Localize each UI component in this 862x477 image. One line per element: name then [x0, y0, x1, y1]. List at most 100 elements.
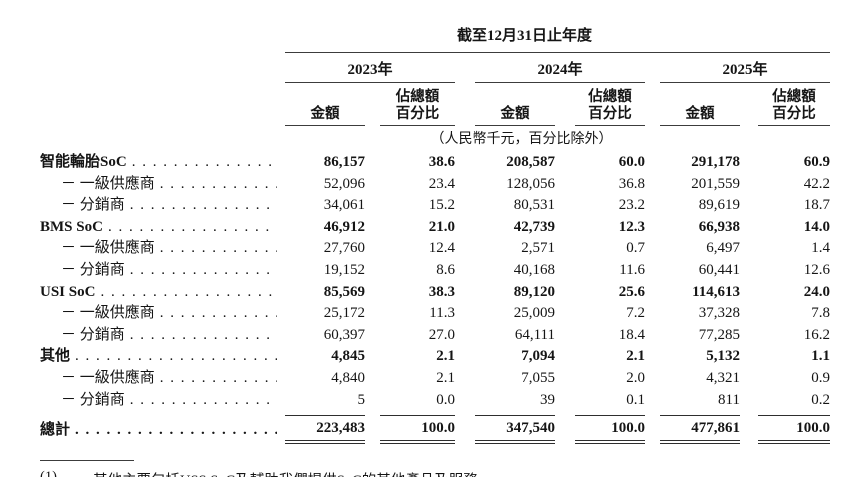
pct-cell-2025: 42.2: [803, 175, 830, 192]
amount-cell-2025: 114,613: [692, 283, 740, 300]
footnote: (1) 其他主要包括USS SoC及輔助我們提供SoC的其他產品及服務。: [40, 460, 862, 477]
pct-header-2025: 佔總額 百分比: [758, 85, 830, 126]
amount-cell-2024: 25,009: [513, 305, 555, 322]
row-label: － 分銷商: [61, 197, 125, 214]
period-title-row: 截至12月31日止年度: [40, 24, 830, 52]
pct-cell-2025: 16.2: [803, 326, 830, 343]
table-row: － 分銷商 5 0.0 39 0.1 811 0.2: [40, 390, 830, 412]
pct-cell-2025: 14.0: [803, 218, 830, 235]
leader-dots: [108, 217, 277, 239]
amount-cell-2023: 60,397: [323, 326, 365, 343]
leader-dots: [160, 238, 277, 260]
pct-cell-2023: 2.1: [436, 369, 455, 386]
pct-cell-2024: 11.6: [619, 261, 645, 278]
amount-cell-2023: 52,096: [323, 175, 365, 192]
pct-cell-2025: 1.4: [811, 240, 830, 257]
pct-cell-2023: 38.3: [428, 283, 455, 300]
amount-cell-2025: 4,321: [706, 369, 740, 386]
amount-cell-2025: 6,497: [706, 240, 740, 257]
table-row: － 一級供應商 25,172 11.3 25,009 7.2 37,328 7.…: [40, 303, 830, 325]
leader-dots: [130, 390, 277, 412]
pct-cell-2025: 1.1: [811, 348, 830, 365]
table-row: 智能輪胎SoC 86,157 38.6 208,587 60.0 291,178…: [40, 152, 830, 174]
row-label: － 一級供應商: [61, 369, 155, 386]
pct-cell-2024: 60.0: [618, 154, 645, 170]
amount-cell-2023: 19,152: [323, 261, 365, 278]
leader-dots: [75, 346, 277, 368]
pct-cell-2024: 23.2: [618, 197, 645, 214]
amount-cell-2023: 46,912: [323, 218, 365, 235]
total-row: 總計 223,483 100.0 347,540 100.0 477,861 1…: [40, 415, 830, 445]
table-row: 其他(1) 4,845 2.1 7,094 2.1 5,132 1.1: [40, 346, 830, 368]
row-label: 其他(1): [40, 348, 71, 365]
row-label: USI SoC: [40, 283, 96, 300]
unit-note-row: （人民幣千元，百分比除外）: [40, 126, 830, 151]
pct-cell-2025: 0.9: [811, 369, 830, 386]
leader-dots: [160, 303, 277, 325]
period-title: 截至12月31日止年度: [456, 28, 592, 44]
pct-cell-2025: 7.8: [811, 305, 830, 322]
amount-cell-2023: 5: [357, 391, 366, 408]
pct-cell-2023: 12.4: [428, 240, 455, 257]
leader-dots: [100, 282, 277, 304]
amount-header-2023: 金額: [285, 85, 365, 126]
table-row: BMS SoC 46,912 21.0 42,739 12.3 66,938 1…: [40, 217, 830, 239]
pct-cell-2024: 36.8: [618, 175, 645, 192]
amount-cell-2025: 37,328: [698, 305, 740, 322]
total-pct-2024: 100.0: [575, 415, 645, 445]
footnote-rule: [40, 460, 134, 462]
leader-dots: [160, 174, 277, 196]
amount-cell-2025: 291,178: [691, 154, 740, 170]
pct-cell-2023: 21.0: [428, 218, 455, 235]
unit-note: （人民幣千元，百分比除外）: [430, 132, 613, 147]
pct-cell-2025: 60.9: [803, 154, 830, 170]
table-row: － 分銷商 19,152 8.6 40,168 11.6 60,441 12.6: [40, 260, 830, 282]
total-pct-2025: 100.0: [758, 415, 830, 445]
amount-cell-2024: 39: [540, 391, 555, 408]
table-row: － 分銷商 34,061 15.2 80,531 23.2 89,619 18.…: [40, 195, 830, 217]
leader-dots: [160, 368, 277, 390]
amount-cell-2023: 86,157: [323, 154, 365, 170]
year-header-row: 2023年 2024年 2025年: [40, 54, 830, 83]
pct-header-2024: 佔總額 百分比: [575, 85, 645, 126]
amount-header-2024: 金額: [475, 85, 555, 126]
amount-cell-2024: 80,531: [513, 197, 555, 214]
pct-cell-2024: 2.1: [626, 348, 645, 365]
amount-cell-2023: 85,569: [323, 283, 365, 300]
row-label: － 一級供應商: [61, 305, 155, 322]
table-row: － 一級供應商 52,096 23.4 128,056 36.8 201,559…: [40, 174, 830, 196]
top-rule: [285, 52, 830, 53]
amount-cell-2024: 89,120: [513, 283, 555, 300]
table-row: USI SoC 85,569 38.3 89,120 25.6 114,613 …: [40, 282, 830, 304]
pct-cell-2025: 12.6: [803, 261, 830, 278]
leader-dots: [132, 152, 277, 174]
amount-cell-2023: 4,840: [331, 369, 365, 386]
pct-cell-2023: 0.0: [436, 391, 455, 408]
table-row: － 一級供應商 4,840 2.1 7,055 2.0 4,321 0.9: [40, 368, 830, 390]
pct-cell-2024: 2.0: [626, 369, 645, 386]
amount-cell-2023: 25,172: [323, 305, 365, 322]
amount-cell-2023: 4,845: [331, 348, 365, 365]
pct-cell-2025: 0.2: [811, 391, 830, 408]
table-body: 智能輪胎SoC 86,157 38.6 208,587 60.0 291,178…: [40, 152, 862, 411]
row-label: － 分銷商: [61, 326, 125, 343]
leader-dots: [130, 195, 277, 217]
year-header-2023: 2023年: [285, 54, 455, 83]
amount-cell-2024: 40,168: [513, 261, 555, 278]
amount-cell-2025: 77,285: [698, 326, 740, 343]
row-label: － 一級供應商: [61, 240, 155, 257]
amount-cell-2025: 5,132: [706, 348, 740, 365]
amount-header-2025: 金額: [660, 85, 740, 126]
amount-cell-2023: 27,760: [323, 240, 365, 257]
amount-cell-2025: 201,559: [691, 175, 740, 192]
amount-cell-2025: 811: [718, 391, 740, 408]
total-amount-2023: 223,483: [285, 415, 365, 445]
amount-cell-2024: 42,739: [513, 218, 555, 235]
subheader-row: 金額 佔總額 百分比 金額 佔總額 百分比 金額 佔總額 百分比: [40, 85, 830, 126]
amount-cell-2025: 66,938: [698, 218, 740, 235]
amount-cell-2024: 208,587: [506, 154, 555, 170]
amount-cell-2025: 60,441: [698, 261, 740, 278]
row-label: BMS SoC: [40, 218, 103, 235]
amount-cell-2023: 34,061: [323, 197, 365, 214]
pct-cell-2025: 18.7: [803, 197, 830, 214]
